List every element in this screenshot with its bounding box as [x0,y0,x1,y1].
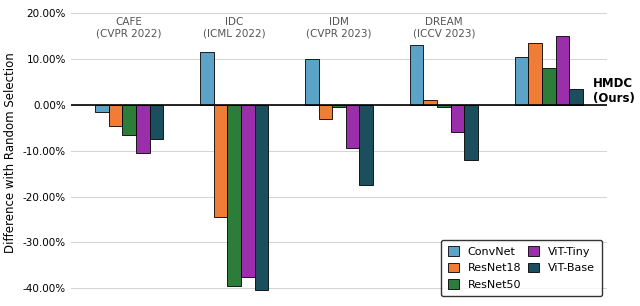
Bar [529,43,542,105]
Bar [424,100,437,105]
Text: DREAM
(ICCV 2023): DREAM (ICCV 2023) [413,17,475,39]
Bar [569,89,583,105]
Bar [150,105,163,139]
Bar [136,105,150,153]
Text: IDM
(CVPR 2023): IDM (CVPR 2023) [307,17,372,39]
Legend: ConvNet, ResNet18, ResNet50, ViT-Tiny, ViT-Base: ConvNet, ResNet18, ResNet50, ViT-Tiny, V… [441,240,602,296]
Bar [360,105,373,185]
Bar [556,36,569,105]
Bar [109,105,122,125]
Bar [346,105,360,148]
Bar [515,57,529,105]
Bar [241,105,255,277]
Bar [410,45,424,105]
Bar [305,59,319,105]
Bar [227,105,241,286]
Text: IDC
(ICML 2022): IDC (ICML 2022) [203,17,266,39]
Bar [542,68,556,105]
Text: HMDC
(Ours): HMDC (Ours) [593,77,635,105]
Bar [214,105,227,217]
Bar [95,105,109,112]
Bar [122,105,136,135]
Y-axis label: Difference with Random Selection: Difference with Random Selection [4,53,17,253]
Text: CAFE
(CVPR 2022): CAFE (CVPR 2022) [97,17,162,39]
Bar [437,105,451,107]
Bar [319,105,332,119]
Bar [451,105,465,132]
Bar [255,105,268,290]
Bar [332,105,346,107]
Bar [465,105,478,160]
Bar [200,52,214,105]
